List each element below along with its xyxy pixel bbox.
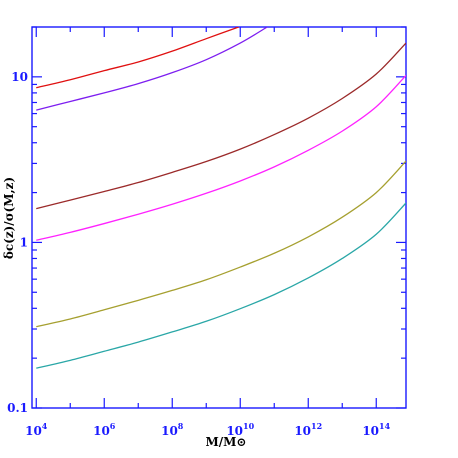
x-tick-label: 1010: [226, 421, 254, 438]
series-line-4: [36, 74, 406, 241]
series-line-6: [36, 202, 406, 369]
x-tick-label: 104: [25, 421, 48, 438]
series-line-2: [36, 27, 268, 111]
x-tick-label: 1014: [362, 421, 390, 438]
series-line-3: [36, 42, 406, 210]
series-line-5: [36, 160, 406, 328]
series-line-1: [36, 27, 239, 89]
y-tick-label: 1: [20, 235, 28, 249]
y-tick-label: 10: [11, 70, 28, 84]
y-axis-label: δc(z)/σ(M,z): [2, 177, 16, 259]
x-axis-label: M/M⊙: [205, 435, 246, 449]
x-tick-label: 1012: [294, 421, 322, 438]
x-tick-label: 108: [161, 421, 184, 438]
y-tick-label: 0.1: [7, 401, 28, 415]
plot-frame: [31, 26, 407, 409]
x-tick-label: 106: [93, 421, 116, 438]
